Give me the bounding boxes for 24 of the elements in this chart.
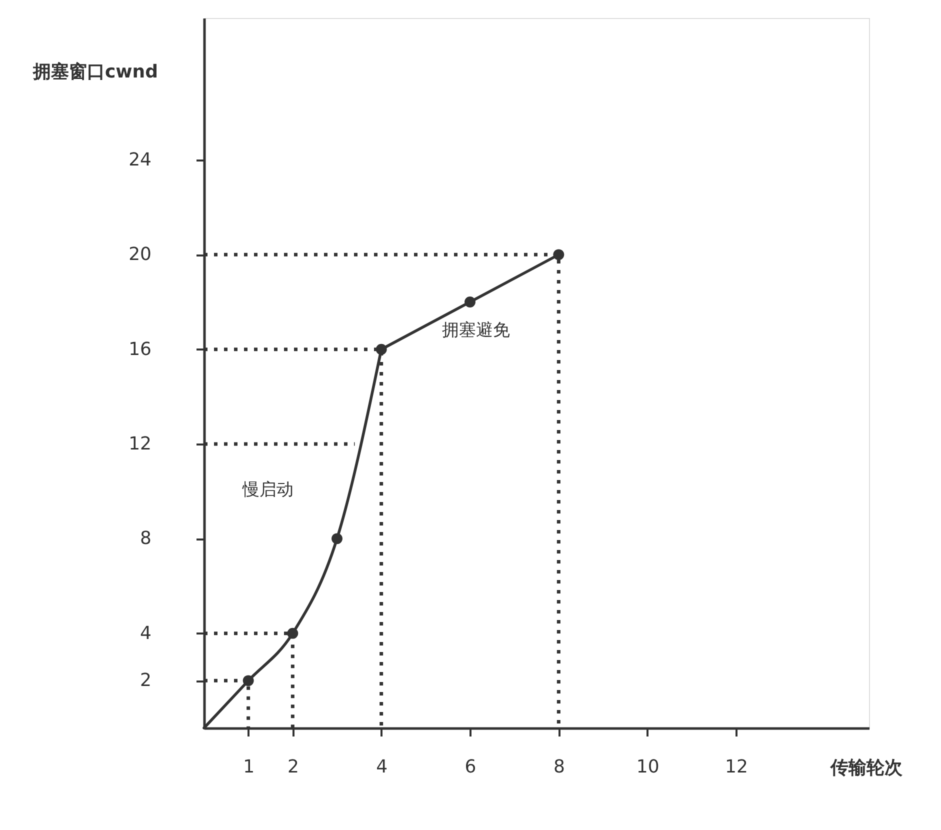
y-tick-label: 8: [140, 528, 152, 550]
x-tick-label: 12: [725, 756, 748, 778]
y-tick-label: 2: [140, 670, 152, 692]
y-tick-label: 16: [128, 338, 152, 360]
point: [242, 675, 254, 686]
point: [376, 344, 387, 355]
point: [287, 628, 298, 639]
x-axis-title: 传输轮次: [830, 758, 904, 778]
x-tick-label: 10: [636, 756, 660, 778]
y-tick-label: 20: [128, 244, 152, 266]
x-tick-label: 8: [553, 756, 565, 778]
point: [553, 249, 564, 260]
point: [332, 533, 342, 544]
y-tick-label: 12: [128, 434, 152, 454]
x-tick-label: 1: [243, 756, 255, 778]
y-tick-label: 4: [140, 622, 152, 644]
point: [464, 296, 476, 308]
y-tick-label: 24: [128, 150, 152, 170]
x-tick-label: 6: [464, 756, 476, 778]
x-tick-label: 4: [376, 756, 388, 778]
annotation: 慢启动: [241, 480, 294, 500]
x-tick-label: 2: [287, 756, 299, 778]
annotation: 拥塞避免: [442, 320, 510, 340]
y-axis-title: 拥塞窗口cwnd: [32, 62, 158, 82]
